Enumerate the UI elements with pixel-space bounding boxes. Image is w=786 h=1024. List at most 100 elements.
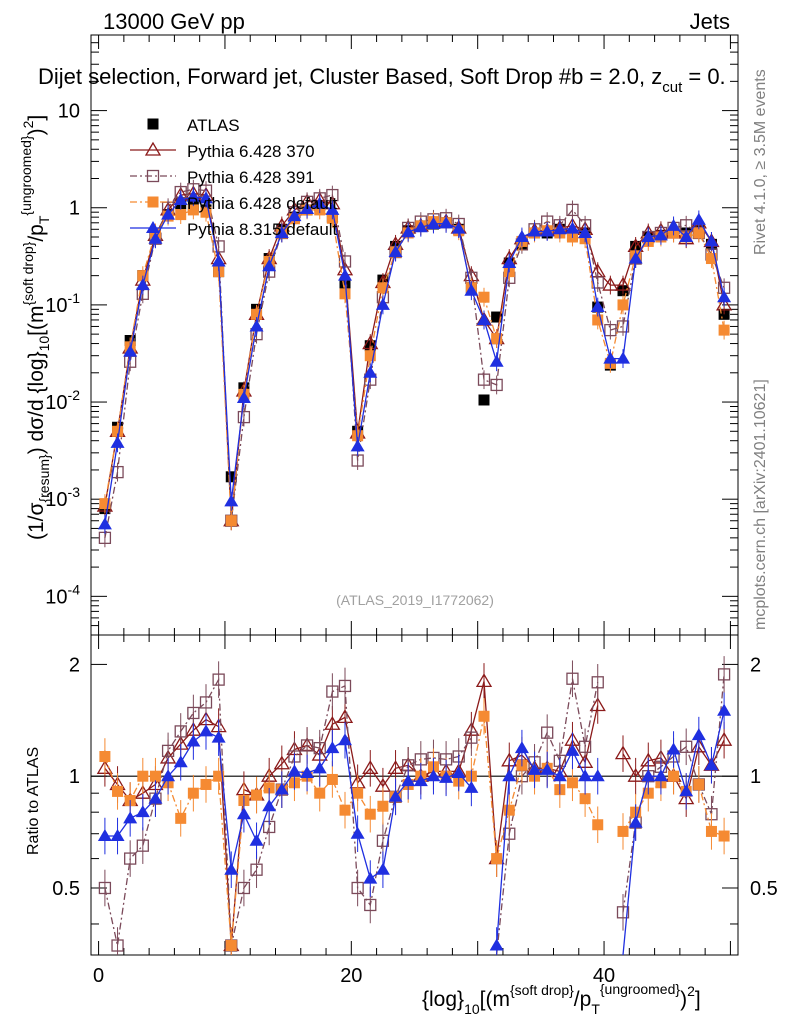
ratio-point: [704, 758, 719, 771]
ratio-point: [97, 829, 112, 842]
ratio-point: [375, 862, 390, 875]
process-label: Jets: [690, 9, 730, 34]
ratio-point: [653, 769, 668, 782]
ratio-point: [489, 938, 504, 951]
data-point: [112, 425, 124, 437]
ratio-point: [401, 774, 416, 787]
ratio-point: [491, 853, 503, 865]
ratio-point: [337, 733, 352, 746]
data-point: [566, 203, 579, 217]
ratio-point: [350, 826, 365, 839]
data-point: [490, 378, 503, 392]
y-tick-label: 10-3: [45, 484, 80, 511]
ratio-panel-frame: [90, 634, 739, 956]
ratio-point: [262, 799, 277, 812]
data-point: [552, 222, 567, 235]
data-point: [679, 229, 694, 242]
ratio-point: [717, 703, 732, 716]
ratio-point: [111, 939, 124, 952]
data-point: [123, 344, 138, 357]
ratio-point: [137, 770, 149, 782]
ratio-point: [200, 778, 212, 790]
ratio-point: [715, 731, 733, 746]
ratio-point: [465, 731, 478, 744]
ratio-point: [338, 679, 352, 693]
y-tick-label: 10-4: [45, 581, 80, 608]
ratio-point: [274, 782, 289, 795]
ratio-point: [312, 761, 327, 774]
ratio-point: [478, 710, 490, 722]
ratio-point: [173, 755, 188, 768]
series-py8: [97, 187, 732, 534]
data-point: [592, 314, 604, 326]
data-point: [224, 494, 239, 507]
data-point: [300, 202, 315, 215]
plot-title: Dijet selection, Forward jet, Cluster Ba…: [38, 64, 726, 96]
legend-label: Pythia 6.428 391: [187, 168, 315, 187]
ratio-point: [98, 881, 112, 895]
data-point: [693, 227, 705, 239]
data-point: [704, 234, 719, 247]
ratio-point: [364, 808, 376, 820]
data-point: [617, 299, 629, 311]
legend-marker: [147, 196, 159, 208]
data-point: [540, 224, 555, 237]
data-point: [274, 225, 289, 238]
ratio-tick-label: 0.5: [750, 878, 778, 900]
ratio-point: [187, 787, 199, 799]
ratio-point: [263, 782, 275, 794]
data-point: [161, 207, 176, 220]
ratio-point: [705, 825, 717, 837]
data-point: [173, 193, 188, 206]
data-point: [135, 278, 150, 291]
energy-label: 13000 GeV pp: [103, 9, 245, 34]
ratio-point: [503, 804, 515, 816]
data-point: [616, 351, 631, 364]
rivet-label: Rivet 4.1.0, ≥ 3.5M events: [752, 69, 769, 255]
ratio-point: [249, 833, 264, 846]
ratio-point: [251, 789, 263, 801]
ratio-point: [363, 871, 378, 884]
data-point: [464, 283, 479, 296]
data-point: [451, 221, 466, 234]
legend-marker: [147, 118, 159, 130]
ratio-point: [590, 769, 605, 782]
ratio-point: [250, 863, 263, 876]
ratio-point: [413, 774, 428, 787]
data-point: [705, 253, 717, 265]
ratio-point: [149, 770, 161, 782]
ratio-point: [326, 773, 338, 785]
data-point: [666, 218, 681, 231]
data-point: [187, 204, 199, 216]
data-point: [491, 311, 503, 323]
ratio-line-py391: [104, 677, 472, 946]
data-point: [312, 196, 327, 209]
data-point: [614, 276, 632, 291]
data-point: [477, 312, 492, 325]
data-point: [97, 517, 112, 530]
x-tick-label: 20: [340, 965, 362, 987]
ratio-tick-label: 2: [69, 654, 80, 676]
data-point: [717, 290, 732, 303]
ratio-point: [616, 906, 630, 919]
data-point: [401, 225, 416, 238]
ratio-point: [514, 741, 529, 754]
ratio-point: [691, 728, 706, 741]
data-point: [364, 350, 376, 362]
ratio-point: [212, 673, 225, 686]
ratio-point: [300, 766, 315, 779]
ratio-point: [579, 793, 591, 805]
y-axis-label-ratio: Ratio to ATLAS: [25, 747, 42, 855]
ratio-point: [717, 668, 731, 681]
ratio-point: [475, 673, 493, 688]
data-point: [225, 471, 237, 483]
legend-entry-py391: Pythia 6.428 391: [130, 168, 315, 187]
mcplots-label: mcplots.cern.ch [arXiv:2401.10621]: [752, 379, 769, 630]
svg-text:(1/σ{resum}) dσ/d {log}10[(m{s: (1/σ{resum}) dσ/d {log}10[(m{soft drop}/…: [18, 115, 52, 540]
ratio-point: [566, 672, 579, 685]
data-point: [249, 319, 264, 332]
x-axis-label: {log}10[(m{soft drop}/pT{ungroomed})2]: [422, 981, 701, 1017]
data-point: [603, 351, 618, 364]
data-point: [628, 251, 643, 264]
y-tick-label: 10: [58, 101, 80, 123]
